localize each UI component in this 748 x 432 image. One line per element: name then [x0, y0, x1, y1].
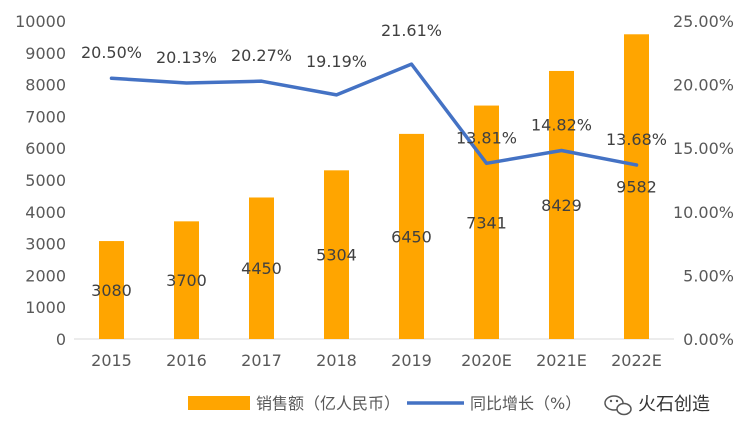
bar	[99, 241, 124, 339]
bar-data-label: 5304	[316, 246, 357, 265]
line-series	[109, 62, 639, 167]
bar-data-label: 3700	[166, 271, 207, 290]
line-data-label: 20.50%	[81, 43, 142, 62]
watermark-text: 火石创造	[638, 394, 710, 415]
y-tick-label-right: 15.00%	[673, 139, 734, 158]
line-data-label: 21.61%	[381, 21, 442, 40]
y-tick-label-left: 7000	[25, 107, 66, 126]
line-data-labels: 20.50% 20.13% 20.27% 19.19% 21.61% 13.81% 14.8…	[81, 21, 667, 149]
x-tick-label: 2019	[391, 351, 432, 370]
wechat-icon	[604, 395, 632, 416]
y-tick-label-left: 4000	[25, 203, 66, 222]
bar	[174, 221, 199, 339]
line-path	[109, 62, 639, 167]
bar-data-label: 7341	[466, 213, 507, 232]
line-data-label: 13.68%	[606, 130, 667, 149]
y-tick-label-left: 10000	[15, 12, 66, 31]
x-tick-label: 2022E	[611, 351, 662, 370]
y-tick-label-left: 9000	[25, 44, 66, 63]
bar-data-label: 4450	[241, 259, 282, 278]
x-tick-label: 2021E	[536, 351, 587, 370]
y-tick-label-left: 3000	[25, 235, 66, 254]
y-tick-label-right: 5.00%	[683, 266, 734, 285]
y-tick-label-left: 0	[56, 330, 66, 349]
line-data-label: 20.27%	[231, 46, 292, 65]
y-tick-label-left: 6000	[25, 139, 66, 158]
bar-series	[99, 34, 649, 340]
legend: 销售额（亿人民币） 同比增长（%）	[188, 394, 581, 413]
bar	[474, 105, 499, 339]
y-tick-label-left: 8000	[25, 76, 66, 95]
bar-data-label: 9582	[616, 178, 657, 197]
y-tick-label-left: 5000	[25, 171, 66, 190]
watermark: 火石创造	[604, 394, 710, 416]
x-tick-label: 2015	[91, 351, 132, 370]
bar	[324, 170, 349, 339]
x-tick-label: 2020E	[461, 351, 512, 370]
y-axis-left: 0 1000 2000 3000 4000 5000 6000 7000 8000 9000 100…	[15, 12, 66, 349]
bar-data-labels: 3080 3700 4450 5304 6450 7341 8429 9582	[91, 178, 657, 300]
bar	[249, 197, 274, 339]
line-data-label: 14.82%	[531, 115, 592, 134]
x-tick-label: 2018	[316, 351, 357, 370]
legend-bar-swatch	[188, 396, 250, 410]
y-tick-label-right: 20.00%	[673, 76, 734, 95]
bar	[399, 133, 424, 339]
line-data-label: 20.13%	[156, 48, 217, 67]
bar	[549, 70, 574, 340]
y-tick-label-left: 1000	[25, 298, 66, 317]
x-tick-label: 2017	[241, 351, 282, 370]
legend-line-label: 同比增长（%）	[470, 394, 581, 413]
bar-data-label: 3080	[91, 281, 132, 300]
bar	[624, 34, 649, 340]
line-data-label: 13.81%	[456, 128, 517, 147]
x-tick-label: 2016	[166, 351, 207, 370]
line-data-label: 19.19%	[306, 52, 367, 71]
y-tick-label-right: 10.00%	[673, 203, 734, 222]
x-axis: 2015 2016 2017 2018 2019 2020E 2021E 2022E	[91, 351, 662, 370]
bar-data-label: 8429	[541, 196, 582, 215]
y-tick-label-right: 0.00%	[683, 330, 734, 349]
bar-data-label: 6450	[391, 227, 432, 246]
y-tick-label-left: 2000	[25, 266, 66, 285]
legend-bar-label: 销售额（亿人民币）	[256, 394, 400, 413]
y-tick-label-right: 25.00%	[673, 12, 734, 31]
y-axis-right: 0.00% 5.00% 10.00% 15.00% 20.00% 25.00%	[673, 12, 734, 349]
